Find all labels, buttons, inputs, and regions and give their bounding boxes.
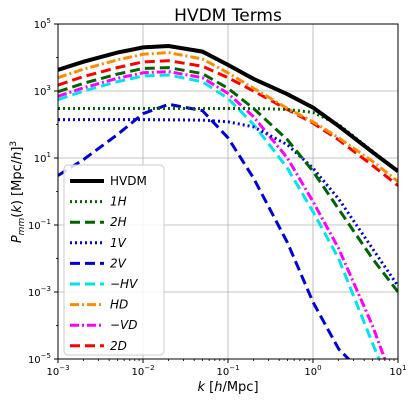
series-line-minus-vd — [58, 70, 387, 359]
x-tick-label: 101 — [389, 364, 406, 378]
y-tick-label: 10−5 — [28, 352, 51, 366]
series-line-minus-hv — [58, 73, 381, 359]
series-line-hd — [58, 51, 398, 183]
legend-label: −VD — [110, 318, 138, 332]
legend-label: HVDM — [110, 174, 147, 188]
x-tick-label: 10−1 — [216, 364, 239, 378]
y-tick-label: 103 — [34, 84, 51, 98]
x-tick-label: 10−3 — [46, 364, 69, 378]
series-line-2v — [58, 102, 351, 359]
x-tick-label: 100 — [304, 364, 321, 378]
legend-label: −HV — [110, 277, 138, 291]
y-tick-label: 10−3 — [28, 285, 51, 299]
legend: HVDM 1H 2H 1V 2V −HV HD −VD 2D — [63, 164, 165, 356]
x-axis-label: k [h/Mpc] — [197, 380, 258, 395]
y-tick-label: 105 — [34, 17, 51, 31]
legend-label: 2V — [110, 256, 127, 270]
legend-label: 2H — [110, 215, 127, 229]
series-layer — [58, 43, 398, 359]
legend-label: 1V — [110, 236, 127, 250]
legend-label: 1H — [110, 195, 127, 209]
series-line-hvdm — [58, 43, 398, 173]
series-line-1v — [58, 118, 398, 287]
y-tick-label: 101 — [34, 151, 51, 165]
y-tick-label: 10−1 — [28, 218, 51, 232]
legend-box — [63, 164, 165, 356]
chart-title: HVDM Terms — [174, 6, 282, 26]
legend-label: 2D — [110, 339, 127, 353]
series-line-2h — [58, 66, 398, 293]
y-axis-label: Pmm(k) [Mpc/h]3 — [9, 141, 27, 243]
legend-label: HD — [110, 298, 128, 312]
x-tick-label: 10−2 — [131, 364, 154, 378]
series-line-2d — [58, 59, 398, 187]
